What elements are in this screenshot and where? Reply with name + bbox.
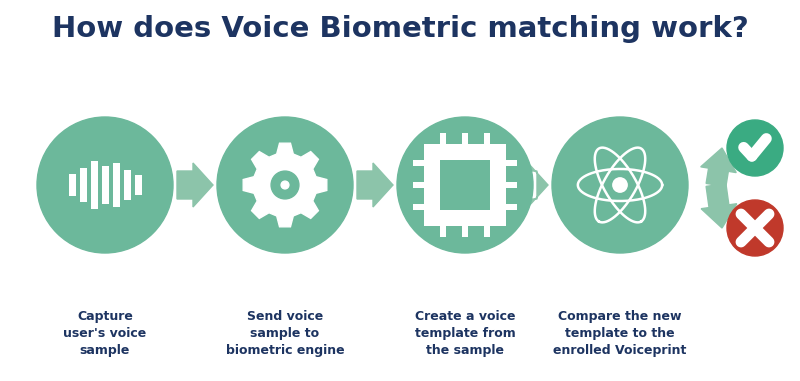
Bar: [134, 175, 142, 195]
Circle shape: [552, 117, 688, 253]
Bar: [79, 168, 86, 202]
Bar: [439, 133, 446, 144]
Bar: [506, 160, 517, 166]
Text: Send voice
sample to
biometric engine: Send voice sample to biometric engine: [226, 310, 344, 357]
Circle shape: [613, 178, 627, 192]
Circle shape: [271, 171, 299, 199]
Bar: [506, 205, 517, 210]
Polygon shape: [177, 163, 213, 207]
Bar: [413, 205, 424, 210]
Circle shape: [727, 120, 783, 176]
Polygon shape: [528, 163, 548, 207]
Circle shape: [397, 117, 533, 253]
Bar: [462, 133, 468, 144]
Bar: [462, 226, 468, 237]
Bar: [102, 166, 109, 204]
Circle shape: [37, 117, 173, 253]
Circle shape: [217, 117, 353, 253]
Text: Capture
user's voice
sample: Capture user's voice sample: [63, 310, 146, 357]
Polygon shape: [357, 163, 393, 207]
Bar: [424, 144, 506, 226]
Text: Create a voice
template from
the sample: Create a voice template from the sample: [414, 310, 515, 357]
Polygon shape: [243, 143, 327, 227]
Bar: [413, 160, 424, 166]
Bar: [113, 163, 119, 207]
Circle shape: [281, 181, 289, 189]
Bar: [123, 170, 130, 200]
Bar: [69, 174, 75, 196]
Text: Compare the new
template to the
enrolled Voiceprint: Compare the new template to the enrolled…: [554, 310, 686, 357]
Polygon shape: [701, 184, 737, 228]
Bar: [506, 182, 517, 188]
Polygon shape: [701, 148, 736, 187]
Bar: [439, 226, 446, 237]
Bar: [485, 133, 490, 144]
Bar: [485, 226, 490, 237]
Bar: [413, 182, 424, 188]
Text: How does Voice Biometric matching work?: How does Voice Biometric matching work?: [52, 15, 748, 43]
Bar: [90, 161, 98, 209]
Bar: [440, 160, 490, 210]
Circle shape: [727, 200, 783, 256]
